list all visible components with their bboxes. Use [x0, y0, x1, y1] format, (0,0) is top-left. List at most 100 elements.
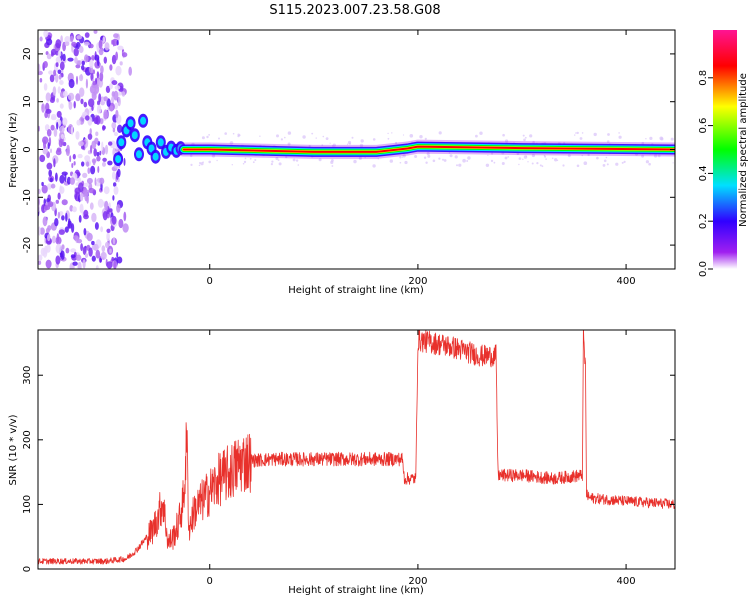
haze-speckle: [315, 137, 317, 139]
colorbar-tick-label: 0.8: [698, 70, 709, 86]
haze-speckle: [475, 134, 478, 138]
noise-speckle: [88, 247, 93, 257]
noise-speckle: [65, 212, 68, 222]
noise-speckle: [68, 92, 75, 101]
haze-speckle: [280, 138, 283, 141]
spectrogram-y-label: Frequency (Hz): [8, 112, 19, 188]
haze-speckle: [276, 134, 279, 138]
noise-speckle: [39, 36, 43, 42]
haze-speckle: [551, 157, 554, 160]
haze-speckle: [621, 161, 624, 164]
noise-speckle: [106, 232, 110, 242]
noise-speckle: [122, 223, 129, 233]
noise-speckle: [43, 30, 49, 38]
noise-speckle: [57, 69, 62, 75]
snr-panel: 0 200 400 0 100 200 300 Height of straight lin…: [8, 329, 676, 596]
haze-speckle: [229, 141, 234, 145]
noise-speckle: [53, 69, 57, 77]
haze-speckle: [387, 132, 389, 135]
haze-speckle: [545, 158, 547, 160]
noise-speckle: [49, 74, 55, 83]
haze-speckle: [648, 162, 651, 166]
haze-speckle: [641, 141, 645, 145]
haze-speckle: [427, 154, 431, 158]
noise-speckle: [64, 173, 67, 182]
noise-speckle: [45, 108, 52, 114]
noise-speckle: [89, 128, 92, 135]
haze-speckle: [491, 152, 494, 155]
haze-speckle: [208, 160, 211, 164]
noise-speckle: [84, 253, 89, 258]
noise-speckle: [116, 39, 119, 46]
haze-speckle: [252, 161, 255, 164]
haze-speckle: [442, 158, 444, 161]
noise-speckle: [50, 116, 57, 121]
noise-speckle: [121, 91, 126, 97]
noise-speckle: [76, 119, 81, 126]
noise-speckle: [76, 35, 82, 40]
noise-speckle: [94, 177, 97, 186]
noise-speckle: [116, 256, 123, 264]
noise-speckle: [38, 63, 41, 73]
noise-speckle: [94, 84, 100, 94]
noise-speckle: [72, 153, 76, 160]
haze-speckle: [409, 134, 414, 138]
noise-speckle: [107, 160, 113, 166]
haze-speckle: [536, 162, 539, 165]
noise-speckle: [89, 202, 94, 210]
haze-speckle: [522, 158, 524, 161]
haze-speckle: [206, 135, 209, 139]
x-tick-label: 0: [207, 276, 213, 287]
noise-speckle: [87, 167, 91, 174]
haze-speckle: [645, 138, 647, 140]
noise-speckle: [43, 83, 48, 91]
haze-speckle: [653, 154, 658, 158]
noise-speckle: [99, 71, 104, 82]
haze-speckle: [242, 162, 245, 165]
haze-speckle: [507, 156, 510, 158]
haze-speckle: [518, 163, 520, 166]
noise-speckle: [49, 177, 53, 183]
noise-speckle: [97, 166, 100, 173]
y-tick-label: 0: [22, 146, 33, 152]
haze-speckle: [358, 156, 362, 160]
noise-speckle: [48, 70, 53, 75]
haze-speckle: [284, 136, 286, 139]
noise-speckle: [56, 98, 59, 103]
haze-speckle: [308, 144, 311, 148]
noise-speckle: [90, 144, 93, 154]
haze-speckle: [346, 143, 349, 145]
colorbar-tick-label: 0.4: [698, 165, 709, 181]
haze-speckle: [602, 164, 606, 167]
noise-speckle: [103, 109, 109, 120]
noise-speckle: [66, 176, 71, 185]
noise-speckle: [88, 187, 95, 194]
noise-speckle: [61, 215, 65, 221]
noise-speckle: [46, 53, 52, 60]
noise-speckle: [46, 244, 51, 253]
noise-speckle: [109, 105, 114, 112]
noise-speckle: [40, 247, 46, 256]
noise-speckle: [101, 245, 106, 253]
haze-speckle: [425, 161, 428, 164]
noise-speckle: [89, 85, 96, 94]
noise-speckle: [51, 52, 54, 57]
noise-speckle: [70, 248, 77, 253]
noise-speckle: [62, 117, 68, 126]
noise-speckle: [123, 211, 127, 222]
haze-speckle: [462, 158, 466, 163]
haze-speckle: [318, 158, 322, 162]
haze-speckle: [567, 154, 571, 158]
noise-speckle: [91, 255, 96, 262]
noise-speckle: [92, 81, 97, 86]
noise-speckle: [79, 203, 84, 214]
noise-speckle: [80, 98, 84, 105]
noise-speckle: [56, 121, 59, 130]
noise-speckle: [91, 212, 97, 223]
noise-speckle: [102, 161, 106, 167]
noise-speckle: [75, 131, 80, 140]
noise-speckle: [80, 243, 83, 252]
noise-speckle: [83, 41, 90, 46]
noise-speckle: [99, 257, 102, 263]
noise-speckle: [75, 93, 81, 102]
